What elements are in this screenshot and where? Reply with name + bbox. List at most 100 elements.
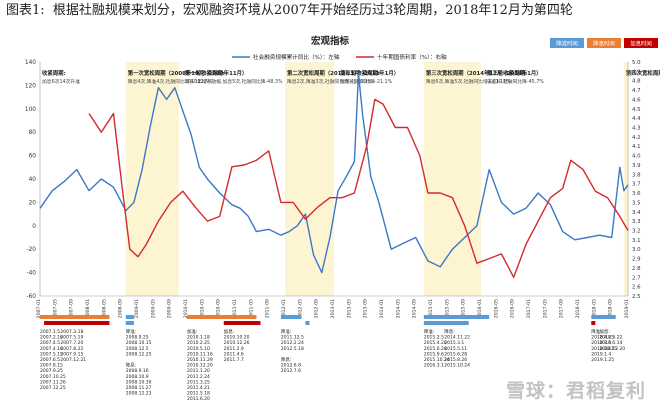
policy-date-note: 2011.1.20 — [187, 368, 210, 374]
right-tick-label: 4.7 — [632, 88, 641, 94]
policy-date-note: 2007.10.25 — [40, 374, 66, 380]
policy-date-note: 2019.1.25 — [591, 357, 614, 363]
policy-date-note: 2018.12.20 — [599, 346, 625, 352]
right-tick-label: 4.8 — [632, 79, 641, 85]
policy-date-note: 2016.3.1 — [424, 363, 444, 369]
policy-date-note: 2010.12.20 — [187, 363, 213, 369]
legend-badge — [587, 38, 621, 48]
policy-date-note: 2015.5.11 — [444, 346, 467, 352]
policy-date-note: 2018.10.15 — [591, 346, 617, 352]
policy-bar — [280, 315, 302, 319]
policy-date-note: 2007.8.22 — [60, 346, 83, 352]
page-title: 图表1: 根据社融规模来划分，宏观融资环境从2007年开始经历过3轮周期，201… — [6, 3, 573, 18]
period-label: 第一次宽松周期（2008年10月~2009年11月） — [128, 69, 248, 77]
policy-date-note: 2008.12.25 — [126, 351, 152, 357]
policy-date-note: 2007.11.26 — [40, 379, 66, 385]
period-description: 降息6次,降准5次,社融同比增长21.15% — [426, 78, 511, 85]
policy-date-note: 2007.6.5 — [40, 357, 60, 363]
policy-date-note: 2010.10.20 — [224, 335, 250, 341]
period-band — [623, 62, 628, 296]
policy-bar — [40, 315, 110, 319]
right-tick-label: 3.3 — [632, 219, 641, 225]
policy-date-note: 2018.7.5 — [591, 340, 611, 346]
policy-date-note: 2010.11.29 — [187, 357, 213, 363]
policy-date-note: 2007.9.25 — [40, 368, 63, 374]
right-tick-label: 3.2 — [632, 228, 641, 234]
policy-bar — [44, 321, 110, 325]
legend-badge-label: 加息时间 — [630, 40, 652, 48]
right-tick-label: 4.1 — [632, 144, 641, 150]
policy-date-note: 2010.5.10 — [187, 346, 210, 352]
x-tick-label: 2016-05 — [493, 299, 499, 318]
x-tick-label: 2019-01 — [624, 299, 630, 318]
x-tick-label: 2017-01 — [526, 299, 532, 318]
x-tick-label: 2009-09 — [167, 299, 173, 318]
left-tick-label: 80 — [29, 130, 37, 136]
x-tick-label: 2010-05 — [199, 299, 205, 318]
x-tick-label: 2011-05 — [248, 299, 254, 318]
x-tick-label: 2013-05 — [346, 299, 352, 318]
x-tick-label: 2013-09 — [363, 299, 369, 318]
policy-bar — [423, 315, 490, 319]
policy-date-note: 2018.6.14 — [599, 340, 622, 346]
period-description: 去杠杆,社融同比降-45.7% — [487, 78, 544, 85]
x-tick-label: 2018-05 — [591, 299, 597, 318]
policy-date-note: 2015.10.24 — [444, 363, 470, 369]
x-tick-label: 2016-01 — [477, 299, 483, 318]
x-tick-label: 2012-09 — [314, 299, 320, 318]
policy-date-note: 2007.12.25 — [40, 385, 66, 391]
policy-date-note: 2012.6.8 — [281, 363, 301, 369]
policy-bar — [223, 321, 261, 325]
right-tick-label: 3.4 — [632, 210, 641, 216]
policy-date-note: 2015.6.28 — [424, 346, 447, 352]
policy-date-note: 2019.1.4 — [591, 351, 611, 357]
social-financing-series-line — [39, 73, 629, 274]
policy-date-note: 2008.9.25 — [126, 335, 149, 341]
x-tick-label: 2008-05 — [101, 299, 107, 318]
period-label: 第四次宽松周期（2018年12月~） — [626, 69, 660, 77]
right-tick-label: 3.0 — [632, 247, 641, 253]
policy-date-note: 降息: — [126, 362, 137, 369]
legend-badge — [550, 38, 584, 48]
policy-date-note: 降准: — [126, 328, 137, 335]
left-tick-label: 20 — [29, 200, 37, 206]
policy-date-note: 2018.4.25 — [591, 335, 614, 341]
right-tick-label: 2.5 — [632, 294, 641, 300]
policy-date-note: 2007.9.15 — [60, 351, 83, 357]
policy-date-note: 2007.1.5 — [40, 329, 60, 335]
period-band — [423, 62, 481, 296]
policy-date-note: 2008.12.23 — [126, 391, 152, 397]
policy-date-note: 2012.7.6 — [281, 368, 301, 374]
policy-date-note: 2011.3.25 — [187, 379, 210, 385]
x-tick-label: 2014-09 — [412, 299, 418, 318]
x-tick-label: 2007-05 — [52, 299, 58, 318]
policy-date-note: 加息: — [599, 328, 610, 335]
policy-date-note: 2007.7.20 — [60, 340, 83, 346]
x-tick-label: 2008-01 — [85, 299, 91, 318]
policy-bar — [423, 321, 469, 325]
right-tick-label: 2.6 — [632, 285, 641, 291]
period-description: 加息6次14次升准 — [42, 78, 80, 85]
x-tick-label: 2012-01 — [281, 299, 287, 318]
policy-date-note: 2011.7.7 — [224, 357, 244, 363]
policy-date-note: 加准: — [187, 328, 198, 335]
right-tick-label: 2.9 — [632, 257, 641, 263]
policy-date-note: 2015.6.28 — [444, 351, 467, 357]
policy-date-note: 2012.5.18 — [281, 346, 304, 352]
right-tick-label: 3.9 — [632, 163, 641, 169]
chart-title: 宏观指标 — [311, 35, 350, 47]
right-tick-label: 4.2 — [632, 135, 641, 141]
policy-date-note: 2008.10.30 — [126, 379, 152, 385]
period-label: 第一轮收紧周期: — [185, 69, 225, 77]
policy-date-note: 降息: — [281, 356, 292, 363]
policy-date-note: 加息: — [224, 328, 235, 335]
left-tick-label: 0 — [32, 224, 36, 230]
period-band — [125, 62, 179, 296]
period-description: 钱荒,社融同比降-21.1% — [340, 78, 393, 85]
policy-date-note: 2007.12.21 — [60, 357, 86, 363]
left-tick-label: 120 — [25, 83, 36, 89]
x-tick-label: 2011-09 — [265, 299, 271, 318]
policy-date-note: 2010.2.25 — [187, 340, 210, 346]
policy-date-note: 2007.5.19 — [60, 335, 83, 341]
period-band — [285, 62, 334, 296]
